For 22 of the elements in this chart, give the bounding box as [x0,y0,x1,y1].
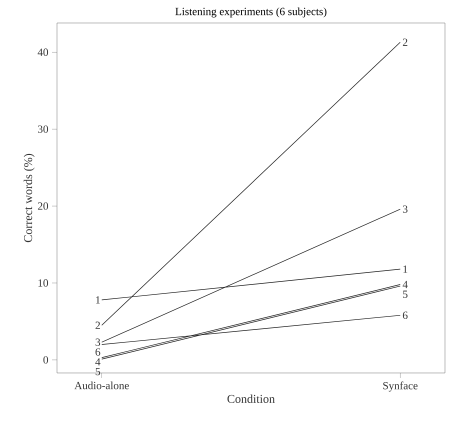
y-tick-label: 30 [38,125,48,133]
x-tick-label: Synface [383,382,418,392]
series-label: 6 [402,312,408,319]
y-tick-label: 40 [38,48,48,56]
series-label: 3 [96,338,100,346]
text: 4 [402,280,408,288]
text: 5 [96,368,100,376]
series-label: 5 [403,290,408,298]
series-label: 1 [96,296,100,304]
text: 3 [402,205,408,213]
chart-title: Listening experiments (6 subjects) [175,7,326,18]
y-tick-label: 20 [38,202,48,210]
text: 6 [96,348,100,356]
text: 2 [402,38,408,46]
series-label: 4 [95,358,100,366]
text: 1 [403,266,408,273]
y-axis-title: Correct words (%) [24,154,35,242]
x-tick-label: Audio-alone [74,382,129,390]
series-label: 2 [96,322,100,329]
y-tick-label: 10 [38,279,48,287]
x-axis-title: Condition [227,394,275,403]
y-tick-label: 0 [43,356,48,364]
